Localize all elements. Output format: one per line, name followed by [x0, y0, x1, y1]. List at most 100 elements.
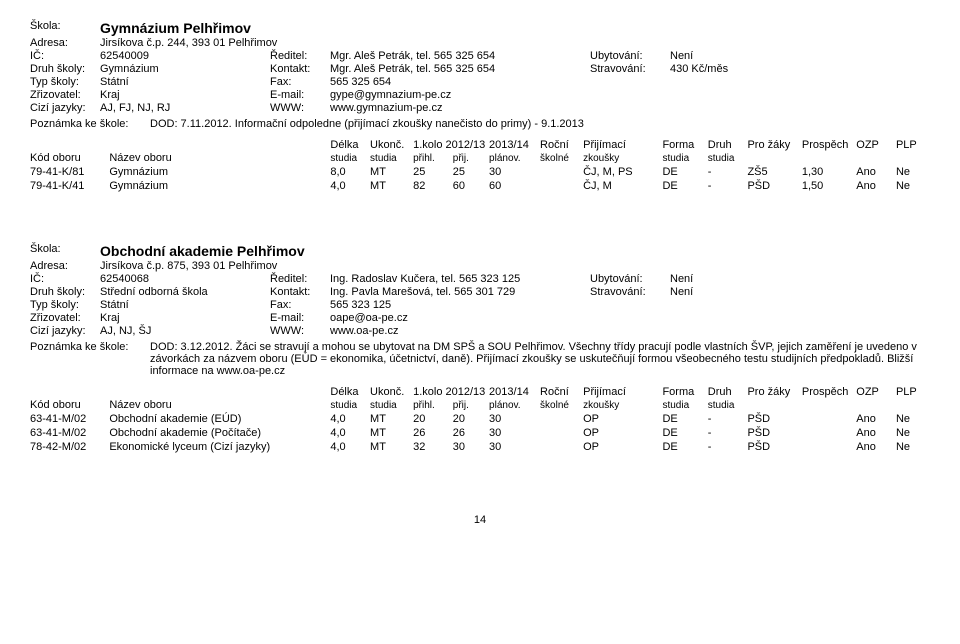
label-reditel: Ředitel:: [270, 273, 330, 285]
stravovani: Není: [670, 286, 930, 298]
address: Jirsíkova č.p. 244, 393 01 Pelhřimov: [100, 37, 930, 49]
col-header: Délka: [330, 138, 370, 152]
col-header: Forma: [662, 138, 707, 152]
ic: 62540009: [100, 50, 270, 62]
col-header: Pro žáky: [747, 385, 801, 412]
col-header: plánov.: [489, 399, 540, 412]
school-name: Obchodní akademie Pelhřimov: [100, 243, 930, 259]
label-kontakt: Kontakt:: [270, 286, 330, 298]
fax: 565 325 654: [330, 76, 590, 88]
col-header: Kód oboru: [30, 385, 109, 412]
label-jazyky: Cizí jazyky:: [30, 102, 100, 114]
kontakt: Ing. Pavla Marešová, tel. 565 301 729: [330, 286, 590, 298]
zriz: Kraj: [100, 89, 270, 101]
jazyky: AJ, NJ, ŠJ: [100, 325, 270, 337]
school-block: Škola: Gymnázium Pelhřimov Adresa: Jirsí…: [30, 20, 930, 193]
col-header: Přijímací: [583, 385, 662, 399]
ic: 62540068: [100, 273, 270, 285]
col-header: přij.: [453, 399, 489, 412]
col-header: Prospěch: [802, 138, 856, 165]
col-header: školné: [540, 152, 583, 165]
www: www.gymnazium-pe.cz: [330, 102, 590, 114]
col-header: Kód oboru: [30, 138, 109, 165]
col-header: 2013/14: [489, 138, 540, 152]
www: www.oa-pe.cz: [330, 325, 590, 337]
col-header: Forma: [662, 385, 707, 399]
note-label: Poznámka ke škole:: [30, 118, 150, 130]
col-header: Název oboru: [109, 385, 330, 412]
label-druh: Druh školy:: [30, 63, 100, 75]
col-header: studia: [330, 152, 370, 165]
col-header: Druh: [708, 385, 748, 399]
col-header: PLP: [896, 385, 930, 412]
label-skola: Škola:: [30, 20, 100, 36]
col-header: studia: [370, 399, 413, 412]
note-text: DOD: 7.11.2012. Informační odpoledne (př…: [150, 118, 930, 130]
col-header: OZP: [856, 138, 896, 165]
label-ubytovani: Ubytování:: [590, 50, 670, 62]
col-header: studia: [662, 399, 707, 412]
col-header: 2013/14: [489, 385, 540, 399]
fax: 565 323 125: [330, 299, 590, 311]
ubytovani: Není: [670, 273, 930, 285]
stravovani: 430 Kč/měs: [670, 63, 930, 75]
label-ic: IČ:: [30, 273, 100, 285]
col-header: Pro žáky: [747, 138, 801, 165]
ubytovani: Není: [670, 50, 930, 62]
label-reditel: Ředitel:: [270, 50, 330, 62]
note-text: DOD: 3.12.2012. Žáci se stravují a mohou…: [150, 341, 930, 377]
label-zriz: Zřizovatel:: [30, 312, 100, 324]
label-adresa: Adresa:: [30, 37, 100, 49]
label-strav: Stravování:: [590, 286, 670, 298]
col-header: Roční: [540, 138, 583, 152]
label-zriz: Zřizovatel:: [30, 89, 100, 101]
col-header: přihl.: [413, 152, 453, 165]
col-header: Název oboru: [109, 138, 330, 165]
programs-table: Kód oboru Název oboru Délka Ukonč. 1.kol…: [30, 385, 930, 454]
druh: Střední odborná škola: [100, 286, 270, 298]
kontakt: Mgr. Aleš Petrák, tel. 565 325 654: [330, 63, 590, 75]
label-typ: Typ školy:: [30, 299, 100, 311]
col-header: studia: [662, 152, 707, 165]
note-label: Poznámka ke škole:: [30, 341, 150, 377]
label-fax: Fax:: [270, 299, 330, 311]
table-row: 63-41-M/02Obchodní akademie (EÚD)4,0MT 2…: [30, 412, 930, 426]
col-header: Délka: [330, 385, 370, 399]
table-row: 79-41-K/81Gymnázium8,0MT 252530 ČJ, M, P…: [30, 165, 930, 179]
col-header: studia: [370, 152, 413, 165]
label-email: E-mail:: [270, 89, 330, 101]
programs-table: Kód oboru Název oboru Délka Ukonč. 1.kol…: [30, 138, 930, 193]
page-number: 14: [30, 514, 930, 526]
col-header: studia: [330, 399, 370, 412]
jazyky: AJ, FJ, NJ, RJ: [100, 102, 270, 114]
label-typ: Typ školy:: [30, 76, 100, 88]
col-header: Prospěch: [802, 385, 856, 412]
col-header: přij.: [453, 152, 489, 165]
label-fax: Fax:: [270, 76, 330, 88]
col-header: zkoušky: [583, 399, 662, 412]
label-jazyky: Cizí jazyky:: [30, 325, 100, 337]
typ: Státní: [100, 76, 270, 88]
label-www: WWW:: [270, 325, 330, 337]
col-header: Ukonč.: [370, 385, 413, 399]
col-header: přihl.: [413, 399, 453, 412]
col-header: plánov.: [489, 152, 540, 165]
col-header: PLP: [896, 138, 930, 165]
col-header: zkoušky: [583, 152, 662, 165]
label-skola: Škola:: [30, 243, 100, 259]
school-name: Gymnázium Pelhřimov: [100, 20, 930, 36]
email: gype@gymnazium-pe.cz: [330, 89, 590, 101]
reditel: Mgr. Aleš Petrák, tel. 565 325 654: [330, 50, 590, 62]
label-adresa: Adresa:: [30, 260, 100, 272]
col-header: Přijímací: [583, 138, 662, 152]
label-email: E-mail:: [270, 312, 330, 324]
email: oape@oa-pe.cz: [330, 312, 590, 324]
col-header: školné: [540, 399, 583, 412]
col-header: Roční: [540, 385, 583, 399]
reditel: Ing. Radoslav Kučera, tel. 565 323 125: [330, 273, 590, 285]
address: Jirsíkova č.p. 875, 393 01 Pelhřimov: [100, 260, 930, 272]
label-strav: Stravování:: [590, 63, 670, 75]
zriz: Kraj: [100, 312, 270, 324]
school-block: Škola: Obchodní akademie Pelhřimov Adres…: [30, 243, 930, 454]
col-header: Druh: [708, 138, 748, 152]
